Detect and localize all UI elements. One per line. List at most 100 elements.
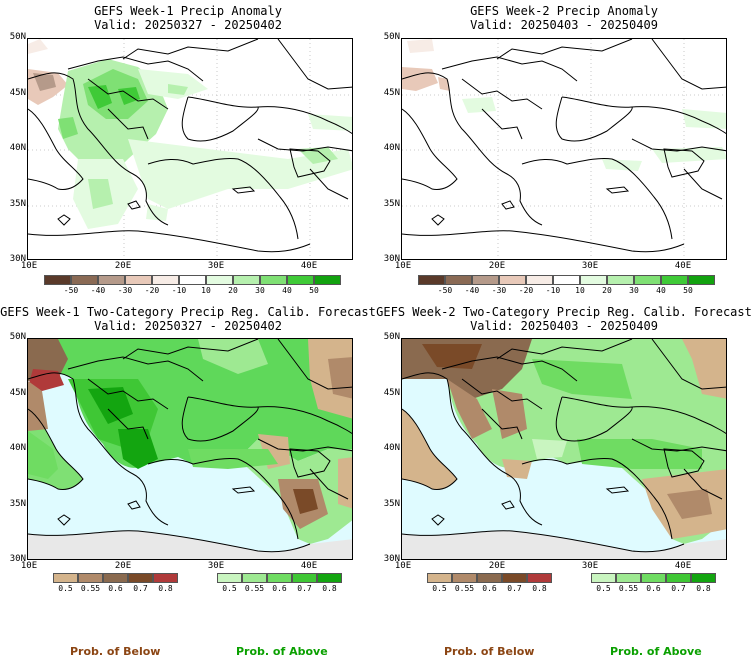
colorbar-label: 50 bbox=[309, 286, 319, 295]
colorbar-label: -50 bbox=[63, 286, 79, 295]
lat-label: 35N bbox=[383, 499, 400, 509]
colorbar-label: -40 bbox=[90, 286, 106, 295]
lon-label: 40E bbox=[300, 261, 318, 271]
lon-label: 30E bbox=[581, 261, 599, 271]
colorbar-label: 0.55 bbox=[244, 584, 265, 593]
colorbar-swatch bbox=[472, 275, 499, 285]
footer-prob-above: Prob. of Above bbox=[610, 645, 702, 658]
lon-label: 20E bbox=[114, 561, 132, 571]
colorbar-label: 40 bbox=[282, 286, 292, 295]
lat-label: 30N bbox=[9, 554, 26, 564]
colorbar-swatch bbox=[445, 275, 472, 285]
lon-label: 30E bbox=[581, 561, 599, 571]
lat-label: 35N bbox=[383, 199, 400, 209]
colorbar-swatch bbox=[206, 275, 233, 285]
colorbar-swatch bbox=[128, 573, 153, 583]
colorbar-label: -10 bbox=[171, 286, 187, 295]
map-week1-anomaly bbox=[27, 38, 353, 260]
colorbar-label: 0.7 bbox=[297, 584, 312, 593]
colorbar-label: -40 bbox=[464, 286, 480, 295]
panel-title: GEFS Week-2 Precip Anomaly bbox=[470, 4, 658, 18]
lat-label: 40N bbox=[383, 143, 400, 153]
colorbar-label: 0.55 bbox=[454, 584, 475, 593]
colorbar-label: 0.5 bbox=[58, 584, 73, 593]
colorbar-swatch bbox=[217, 573, 242, 583]
lon-label: 20E bbox=[488, 261, 506, 271]
colorbar-swatch bbox=[152, 275, 179, 285]
lon-label: 40E bbox=[674, 261, 692, 271]
colorbar-label: 0.6 bbox=[482, 584, 497, 593]
lon-label: 30E bbox=[207, 561, 225, 571]
colorbar-swatch bbox=[641, 573, 666, 583]
prob-above-colorbar-left bbox=[217, 573, 342, 583]
lon-label: 10E bbox=[394, 561, 412, 571]
colorbar-swatch bbox=[103, 573, 128, 583]
lon-label: 10E bbox=[20, 561, 38, 571]
panel-valid: Valid: 20250403 - 20250409 bbox=[470, 18, 658, 32]
panel-title: GEFS Week-1 Precip Anomaly bbox=[94, 4, 282, 18]
colorbar-swatch bbox=[418, 275, 445, 285]
colorbar-swatch bbox=[153, 573, 178, 583]
lon-label: 20E bbox=[488, 561, 506, 571]
colorbar-label: -20 bbox=[518, 286, 534, 295]
colorbar-swatch bbox=[526, 275, 553, 285]
colorbar-swatch bbox=[427, 573, 452, 583]
lat-label: 45N bbox=[383, 388, 400, 398]
colorbar-label: 10 bbox=[575, 286, 585, 295]
footer-prob-below: Prob. of Below bbox=[444, 645, 535, 658]
colorbar-swatch bbox=[267, 573, 292, 583]
colorbar-swatch bbox=[125, 275, 152, 285]
colorbar-swatch bbox=[527, 573, 552, 583]
colorbar-label: 0.7 bbox=[133, 584, 148, 593]
lon-label: 20E bbox=[114, 261, 132, 271]
colorbar-swatch bbox=[477, 573, 502, 583]
colorbar-label: 20 bbox=[602, 286, 612, 295]
colorbar-label: 30 bbox=[255, 286, 265, 295]
colorbar-label: 0.7 bbox=[507, 584, 522, 593]
colorbar-label: 30 bbox=[629, 286, 639, 295]
colorbar-swatch bbox=[179, 275, 206, 285]
colorbar-label: 10 bbox=[201, 286, 211, 295]
colorbar-swatch bbox=[666, 573, 691, 583]
footer-prob-above: Prob. of Above bbox=[236, 645, 328, 658]
colorbar-swatch bbox=[691, 573, 716, 583]
colorbar-swatch bbox=[580, 275, 607, 285]
lat-label: 30N bbox=[383, 554, 400, 564]
lat-label: 45N bbox=[9, 388, 26, 398]
colorbar-swatch bbox=[98, 275, 125, 285]
colorbar-swatch bbox=[499, 275, 526, 285]
colorbar-swatch bbox=[287, 275, 314, 285]
colorbar-label: 20 bbox=[228, 286, 238, 295]
colorbar-swatch bbox=[688, 275, 715, 285]
colorbar-label: 0.55 bbox=[618, 584, 639, 593]
lat-label: 50N bbox=[9, 32, 26, 42]
lat-label: 35N bbox=[9, 199, 26, 209]
panel-title: GEFS Week-1 Two-Category Precip Reg. Cal… bbox=[0, 305, 376, 319]
colorbar-label: 0.7 bbox=[671, 584, 686, 593]
lat-label: 35N bbox=[9, 499, 26, 509]
colorbar-swatch bbox=[661, 275, 688, 285]
colorbar-label: 0.5 bbox=[432, 584, 447, 593]
lat-label: 30N bbox=[383, 254, 400, 264]
colorbar-swatch bbox=[71, 275, 98, 285]
colorbar-swatch bbox=[317, 573, 342, 583]
colorbar-label: -30 bbox=[117, 286, 133, 295]
colorbar-label: 0.8 bbox=[532, 584, 547, 593]
colorbar-swatch bbox=[452, 573, 477, 583]
colorbar-swatch bbox=[78, 573, 103, 583]
panel-valid: Valid: 20250327 - 20250402 bbox=[94, 18, 282, 32]
colorbar-swatch bbox=[292, 573, 317, 583]
colorbar-label: -50 bbox=[437, 286, 453, 295]
lon-label: 40E bbox=[674, 561, 692, 571]
prob-above-colorbar-right bbox=[591, 573, 716, 583]
colorbar-label: -30 bbox=[491, 286, 507, 295]
colorbar-swatch bbox=[314, 275, 341, 285]
footer-prob-below: Prob. of Below bbox=[70, 645, 161, 658]
colorbar-swatch bbox=[502, 573, 527, 583]
lat-label: 50N bbox=[9, 332, 26, 342]
lon-label: 10E bbox=[20, 261, 38, 271]
colorbar-swatch bbox=[634, 275, 661, 285]
lon-label: 10E bbox=[394, 261, 412, 271]
lat-label: 40N bbox=[383, 443, 400, 453]
panel-valid: Valid: 20250403 - 20250409 bbox=[470, 319, 658, 333]
